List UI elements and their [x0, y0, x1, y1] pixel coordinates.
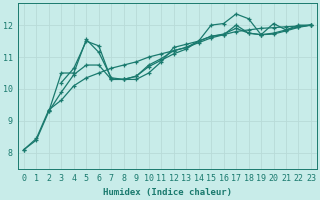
- X-axis label: Humidex (Indice chaleur): Humidex (Indice chaleur): [103, 188, 232, 197]
